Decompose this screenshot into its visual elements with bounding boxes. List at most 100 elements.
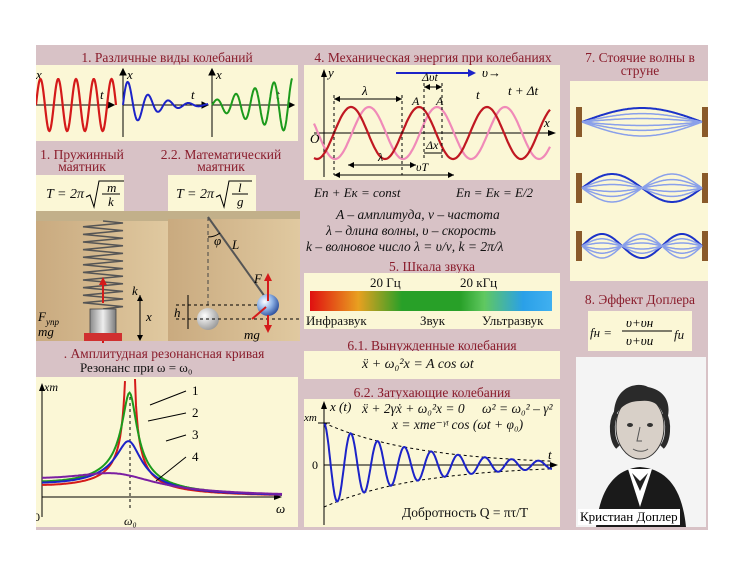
portrait-drawing — [576, 357, 706, 527]
resonance-curve-3 — [42, 440, 283, 496]
standing-wave-line — [581, 173, 703, 203]
energy-line-1: A – амплитуда, ν – частота — [336, 207, 500, 222]
doppler-fi: fи — [674, 327, 685, 342]
section-8-title: 8. Эффект Доплера — [584, 292, 696, 307]
damped-origin: 0 — [312, 458, 318, 472]
section-1-title: 1. Различные виды колебаний — [81, 50, 253, 65]
standing-wave-line — [581, 121, 703, 132]
panel-resonance: xm ω 0 ω₀ 1 2 3 4 — [36, 377, 298, 528]
axis-t-2: t — [191, 87, 195, 102]
sound-20hz: 20 Гц — [370, 275, 401, 290]
section-61-title: 6.1. Вынужденные колебания — [347, 338, 517, 353]
forced-equation: ẍ + ω₀²x = A cos ωt — [362, 357, 474, 372]
pendulum-num: l — [238, 180, 242, 195]
label-A1: A — [411, 94, 420, 108]
label-lambda2: λ — [377, 150, 383, 164]
doppler-lhs: fн = — [590, 325, 613, 340]
spring-base — [84, 333, 122, 341]
standing-wave-line — [581, 238, 703, 254]
standing-wave-line — [581, 117, 703, 123]
energy-eq-2: Eп = Eк = E/2 — [456, 185, 534, 200]
section-7-title: 7. Стоячие волны в струне — [585, 50, 695, 78]
resonance-omega0: ω₀ — [124, 514, 137, 528]
energy-axis-y: y — [326, 65, 334, 80]
panel-energy: y x O υ→ λ Δυt t t + Δt A A Δx λ υT — [304, 65, 560, 180]
resonance-chart: xm ω 0 ω₀ 1 2 3 4 — [36, 378, 285, 528]
resonance-label-4: 4 — [192, 449, 199, 464]
doppler-num: υ+υн — [626, 315, 653, 330]
panel-forced — [304, 351, 560, 379]
axis-x-3: x — [215, 67, 222, 82]
sound-spectrum-bar — [310, 291, 552, 311]
axis-t-1: t — [100, 87, 104, 102]
oscillation-types-plot: x t x t x t — [36, 67, 296, 137]
poster: 1. Различные виды колебаний x t x t x t … — [36, 45, 708, 530]
spring-formula-root: m k — [85, 180, 124, 209]
pendulum-h-label: h — [174, 305, 181, 320]
section-5-title: 5. Шкала звука — [388, 259, 476, 274]
spring-x-label: x — [145, 309, 152, 324]
axis-x-2: x — [126, 67, 133, 82]
label-t: t — [476, 87, 480, 102]
resonance-label-3: 3 — [192, 427, 199, 442]
label-dvt: Δυt — [421, 70, 439, 84]
spring-num: m — [107, 180, 116, 195]
spring-force-label: F — [37, 309, 47, 324]
label-vT: υT — [416, 160, 430, 174]
section-22-title: 2.2. Математический маятник — [160, 147, 282, 174]
standing-wave-line — [581, 121, 703, 137]
resonance-label-1: 1 — [192, 383, 199, 398]
pendulum-F-label: F — [253, 271, 263, 286]
standing-wave-line — [581, 112, 703, 123]
standing-wave-line — [581, 233, 703, 259]
damped-quality: Добротность Q = πτ/T — [402, 505, 529, 520]
section-3-title: . Амплитудная резонансная кривая — [63, 346, 265, 361]
damped-envelope-bottom — [323, 468, 553, 508]
pendulum-formula: T = 2π — [176, 187, 214, 202]
panel-damped: x (t) xm t 0 — [303, 399, 560, 527]
pendulum-L-label: L — [231, 237, 239, 252]
sound-infra: Инфразвук — [306, 313, 367, 328]
spring-k-label: k — [132, 283, 138, 298]
resonance-origin: 0 — [36, 510, 40, 524]
energy-eq-1: Eп + Eк = const — [314, 185, 401, 200]
standing-wave-line — [581, 107, 703, 123]
sound-audible: Звук — [420, 313, 446, 328]
standing-wave-line — [581, 233, 703, 259]
spring-weight — [89, 308, 117, 338]
pendulum-mg-label: mg — [244, 327, 260, 342]
label-lambda: λ — [361, 83, 368, 98]
label-tdt: t + Δt — [508, 83, 539, 98]
sound-20khz: 20 кГц — [460, 275, 498, 290]
standing-wave-line — [581, 242, 703, 250]
section-21-title: 1. Пружинный маятник — [40, 147, 124, 174]
pendulum-den: g — [237, 194, 244, 209]
spring-den: k — [108, 194, 114, 209]
pendulum-phi-label: φ — [214, 233, 221, 248]
damped-axis-xm: xm — [303, 412, 317, 424]
energy-line-3: k – волновое число λ = υ/ν, k = 2π/λ — [306, 239, 504, 254]
standing-wave-1 — [581, 107, 703, 137]
energy-line-2: λ – длина волны, υ – скорость — [326, 223, 496, 238]
energy-velocity: υ→ — [482, 65, 501, 80]
resonance-subtitle: Резонанс при ω = ω₀ — [80, 360, 193, 375]
damped-eq-1: ẍ + 2γẋ + ω₀²x = 0 — [362, 401, 465, 416]
wave-t — [313, 105, 551, 161]
damped-wave-line — [323, 422, 552, 503]
wave-t-plus-dt — [312, 105, 551, 161]
resonance-axis-y: xm — [43, 380, 58, 394]
damped-eq-3: x = xme⁻ᵞᵗ cos (ωt + φ₀) — [392, 417, 524, 432]
panel-oscillation-types: x t x t x t — [36, 65, 298, 141]
math-pendulum-scene: φ L F h mg — [168, 211, 300, 342]
damped-eq-2: ω² = ω₀² – γ² — [482, 401, 553, 416]
resonance-curve-4 — [41, 472, 283, 495]
label-A2: A — [435, 94, 444, 108]
energy-origin: O — [310, 131, 320, 146]
damped-axis-y: x (t) — [329, 399, 351, 414]
resonance-axis-x: ω — [276, 501, 285, 516]
spring-formula: T = 2π — [46, 187, 84, 202]
standing-wave-line — [581, 242, 703, 250]
wave-energy-plot: y x O υ→ λ Δυt t t + Δt A A Δx λ υT — [310, 65, 556, 178]
label-dx: Δx — [425, 138, 439, 152]
panel-standing-waves — [570, 81, 708, 281]
